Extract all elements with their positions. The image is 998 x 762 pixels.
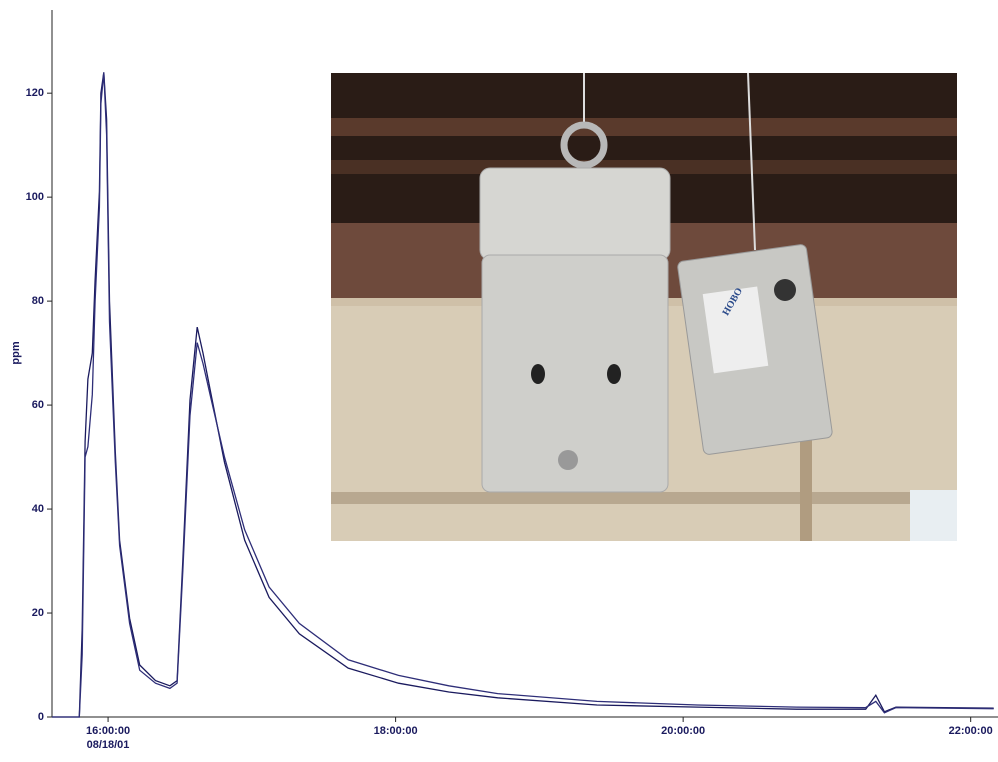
wing-nut xyxy=(558,450,578,470)
x-tick-label: 18:00:00 xyxy=(374,725,418,737)
y-tick-label: 0 xyxy=(38,711,44,723)
vent-hole xyxy=(607,364,621,384)
logger-sensor xyxy=(774,279,796,301)
y-tick-label: 20 xyxy=(32,607,44,619)
container xyxy=(910,490,957,541)
ceiling-beam xyxy=(331,118,957,136)
y-tick-label: 40 xyxy=(32,503,44,515)
y-axis-label: ppm xyxy=(10,341,22,364)
shelf xyxy=(331,492,957,504)
eye-bolt xyxy=(560,121,608,169)
vent-hole xyxy=(531,364,545,384)
x-date-label: 08/18/01 xyxy=(87,739,130,751)
sampler-body xyxy=(481,254,669,493)
x-tick-label: 16:00:00 xyxy=(86,725,130,737)
y-tick-label: 100 xyxy=(26,191,44,203)
hanger-wire xyxy=(747,72,756,251)
x-tick-label: 20:00:00 xyxy=(661,725,705,737)
x-tick-label: 22:00:00 xyxy=(949,725,993,737)
data-line xyxy=(52,72,994,718)
inset-photo: HOBO xyxy=(331,72,957,541)
y-tick-label: 60 xyxy=(32,399,44,411)
y-tick-label: 80 xyxy=(32,295,44,307)
logger-sticker xyxy=(702,286,769,374)
y-tick-label: 120 xyxy=(26,87,44,99)
sampler-cap xyxy=(479,167,671,261)
